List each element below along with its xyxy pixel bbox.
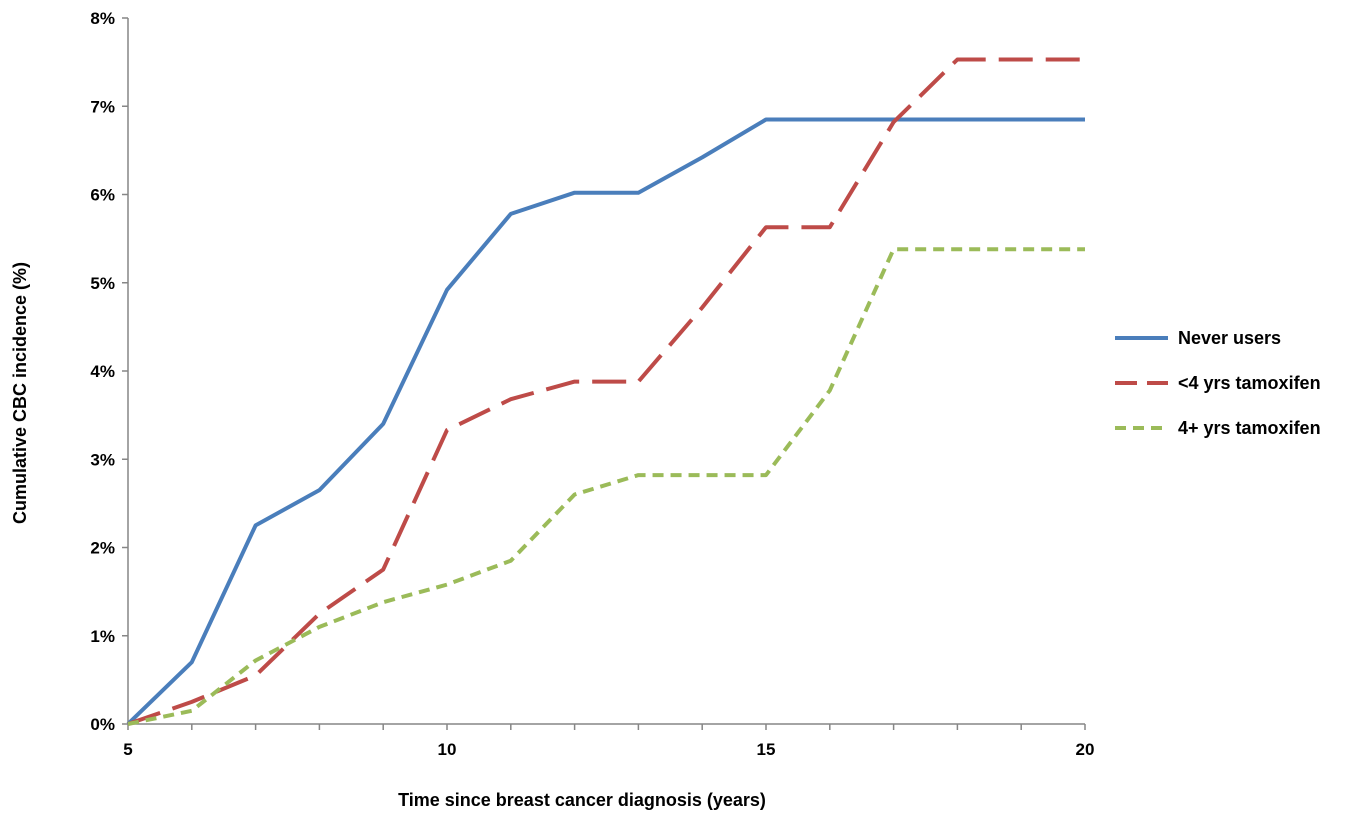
series-line-2	[127, 57, 1085, 726]
series-line-3	[127, 247, 1085, 726]
legend-label-1: Never users	[1178, 328, 1281, 348]
y-tick-label: 4%	[90, 362, 115, 381]
y-tick-label: 2%	[90, 539, 115, 558]
axes: 0% 1% 2% 3% 4% 5% 6% 7% 8% 5 10 15 20	[90, 9, 1094, 759]
x-tick-label: 20	[1076, 740, 1095, 759]
x-tick-label: 5	[123, 740, 132, 759]
y-tick-label: 7%	[90, 97, 115, 116]
y-tick-label: 5%	[90, 274, 115, 293]
y-tick-label: 3%	[90, 450, 115, 469]
legend-label-3: 4+ yrs tamoxifen	[1178, 418, 1321, 438]
y-tick-label: 1%	[90, 627, 115, 646]
y-tick-label: 0%	[90, 715, 115, 734]
y-tick-label: 6%	[90, 186, 115, 205]
y-axis-title: Cumulative CBC incidence (%)	[10, 262, 30, 524]
legend-label-2: <4 yrs tamoxifen	[1178, 373, 1321, 393]
series-layer	[126, 57, 1085, 726]
x-tick-label: 10	[438, 740, 457, 759]
legend: Never users <4 yrs tamoxifen 4+ yrs tamoxi…	[1115, 328, 1321, 438]
y-tick-label: 8%	[90, 9, 115, 28]
series-line-1	[126, 117, 1085, 726]
x-tick-label: 15	[757, 740, 776, 759]
x-axis-title: Time since breast cancer diagnosis (year…	[398, 790, 766, 810]
